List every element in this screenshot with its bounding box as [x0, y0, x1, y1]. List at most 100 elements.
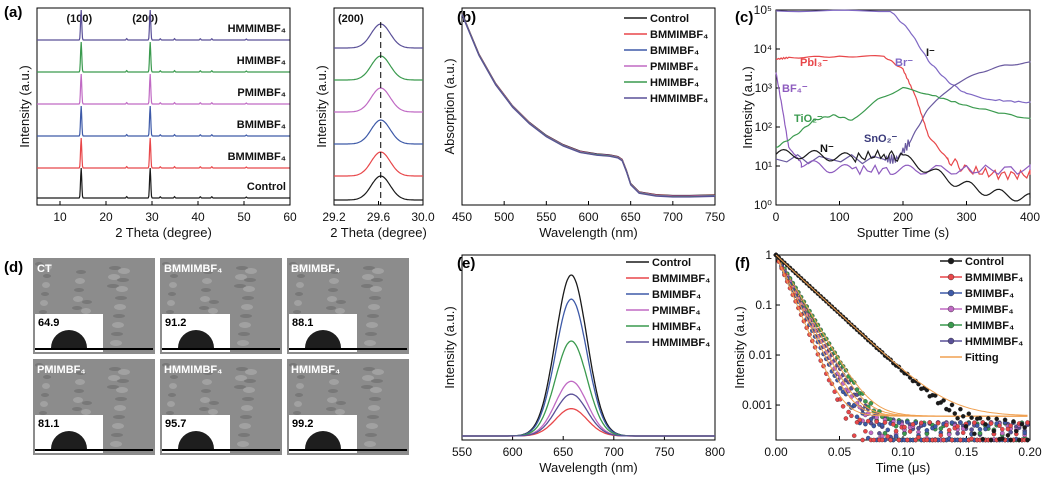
panel-letter-c: (c) [735, 9, 753, 26]
trpl-point [949, 437, 955, 443]
zoom-line-HMMIMBF4 [334, 23, 423, 49]
trpl-point [860, 437, 865, 443]
sem-grain [82, 401, 92, 405]
trpl-point [902, 431, 907, 437]
panel-letter-e: (e) [457, 255, 475, 272]
trpl-point [955, 431, 960, 436]
trpl-point [882, 430, 888, 436]
trpl-point [980, 436, 986, 442]
x-tick-label: 550 [452, 445, 472, 459]
sem-grain [116, 286, 128, 292]
sem-grain [44, 365, 52, 371]
sem-grain [110, 441, 122, 447]
x-tick-label: 40 [191, 210, 205, 224]
legend-entry: BMIMBF₄ [965, 288, 1014, 300]
sem-grain [43, 375, 51, 379]
trpl-point [988, 437, 994, 443]
trpl-point [838, 386, 843, 391]
sem-grain [242, 296, 254, 300]
sem-grain [243, 387, 255, 393]
y-tick-label: 10⁰ [754, 198, 772, 212]
x-tick-label: 800 [705, 445, 725, 459]
trpl-point [896, 420, 902, 425]
sem-grain [117, 379, 129, 383]
x-axis-title: Wavelength (nm) [539, 460, 638, 475]
sem-grain [335, 409, 345, 415]
y-axis-title: Intensity (a.u.) [442, 306, 457, 388]
sem-grain [236, 367, 248, 371]
sem-grain [81, 308, 91, 314]
trpl-point [946, 407, 952, 413]
trpl-point [1005, 433, 1011, 438]
fitting-line [775, 254, 1028, 416]
trpl-point [1025, 420, 1030, 425]
x-tick-label: 20 [99, 210, 113, 224]
sem-grain [294, 300, 302, 306]
x-tick-label: 60 [283, 210, 297, 224]
trpl-point [1005, 426, 1011, 432]
sem-grain [365, 433, 377, 437]
trpl-point [927, 420, 932, 425]
trpl-point [902, 424, 907, 430]
sem-grain [107, 385, 119, 389]
panel-a-zoom: 29.2 29.6 30.02 Theta (degree) Intensity (a… [314, 7, 435, 240]
sem-grain [202, 379, 212, 385]
panel-letter-d: (d) [4, 259, 23, 276]
series-label: HMIMBF₄ [237, 55, 286, 67]
species-label: I⁻ [926, 47, 935, 59]
sem-grain [370, 387, 382, 393]
zoom-line-HMIMBF4 [334, 55, 423, 81]
sem-grain [72, 306, 82, 310]
sem-grain [75, 278, 85, 284]
trpl-point [1002, 417, 1008, 423]
trpl-point [1014, 428, 1019, 434]
zoom-line-PMIMBF4 [334, 87, 423, 113]
legend-entry: BMIMBF₄ [652, 289, 701, 301]
xrd-line-PMIMBF4 [37, 73, 290, 105]
sem-grain [330, 371, 340, 375]
sem-grain [335, 308, 345, 314]
sem-grain [107, 284, 119, 288]
series-label: BMIMBF₄ [237, 119, 286, 131]
legend-entry: HMMIMBF₄ [650, 93, 708, 105]
trpl-point [1016, 437, 1022, 443]
species-label: SnO₂⁻ [864, 133, 898, 145]
trpl-point [905, 419, 910, 425]
trpl-point [974, 423, 980, 428]
x-tick-label: 700 [604, 445, 624, 459]
trpl-point [871, 437, 877, 443]
sem-grain [330, 270, 340, 274]
panel-letter-a: (a) [4, 4, 22, 21]
series-label: PMIMBF₄ [237, 87, 286, 99]
pl-line-PMIMBF4 [462, 380, 715, 437]
species-label: BF₄⁻ [782, 83, 808, 95]
series-label: Control [247, 181, 286, 193]
sem-sample-label: BMIMBF₄ [291, 263, 340, 275]
sem-grain [367, 314, 379, 318]
sem-grain [240, 415, 252, 419]
absorption-line-HMMIMBF4 [461, 14, 716, 198]
sem-grain [237, 441, 249, 447]
trpl-point [988, 421, 994, 426]
sem-grain [39, 310, 47, 314]
sem-grain [297, 375, 305, 379]
legend-entry: BMMIMBF₄ [965, 272, 1023, 284]
trpl-point [958, 437, 963, 443]
trpl-point [849, 413, 854, 419]
sem-grain [114, 304, 126, 310]
trpl-point [972, 420, 977, 425]
sem-grain [239, 423, 251, 429]
sem-sample-label: HMMIMBF₄ [164, 364, 222, 376]
series-label: BMMIMBF₄ [228, 151, 286, 163]
sem-grain [298, 365, 306, 371]
legend-entry: PMIMBF₄ [652, 305, 701, 317]
sem-grain [362, 274, 374, 280]
sem-grain [245, 369, 257, 375]
sem-grain [201, 389, 211, 393]
panel-b-absorption: 450 500 550 600 650 700 750 Wavelength (nm) Abso… [442, 7, 725, 240]
trpl-point [983, 426, 988, 432]
x-axis-title: Wavelength (nm) [539, 225, 638, 240]
sem-grain [289, 262, 297, 266]
sem-sample-label: BMMIMBF₄ [164, 263, 222, 275]
